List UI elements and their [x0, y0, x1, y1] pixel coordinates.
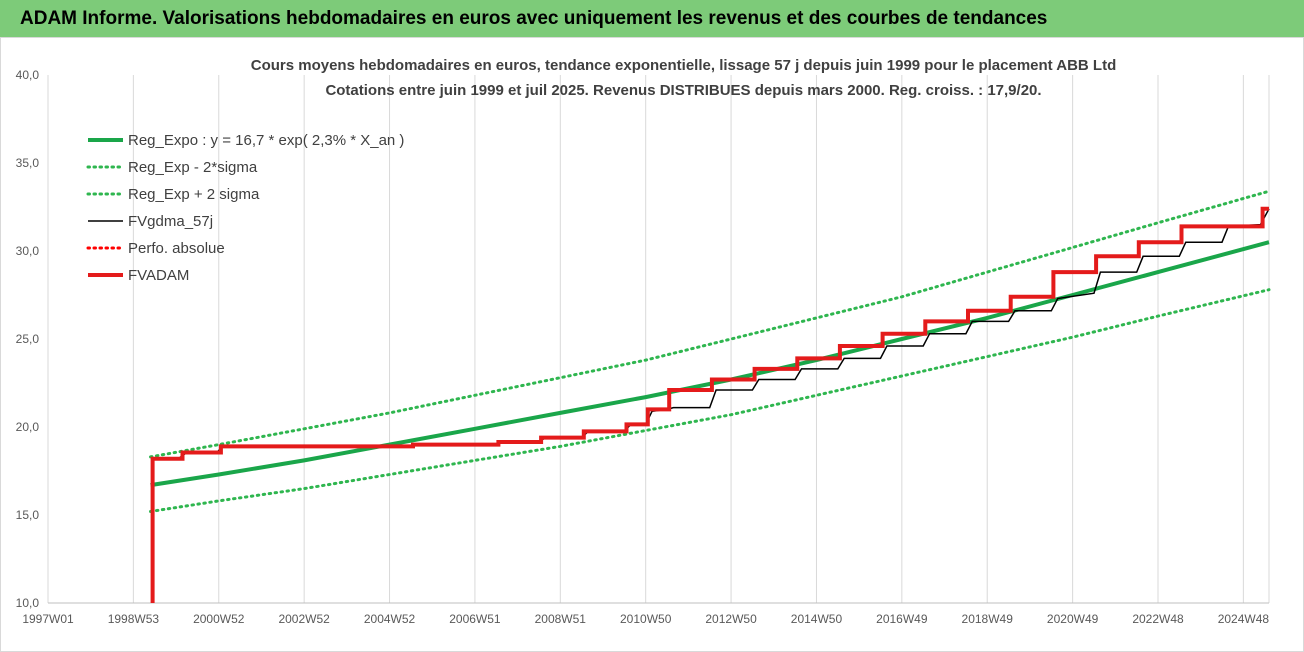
series-line-2	[149, 189, 1271, 459]
x-tick-label: 1997W01	[22, 612, 74, 626]
y-tick-label: 35,0	[16, 156, 40, 170]
legend-label-4: Perfo. absolue	[128, 240, 225, 257]
legend-label-1: Reg_Exp - 2*sigma	[128, 159, 258, 176]
chart-title: Cours moyens hebdomadaires en euros, ten…	[251, 57, 1117, 74]
x-tick-label: 1998W53	[108, 612, 160, 626]
series-line-3	[152, 208, 1270, 460]
x-tick-label: 2018W49	[962, 612, 1014, 626]
report-title: ADAM Informe. Valorisations hebdomadaire…	[20, 8, 1048, 29]
y-tick-label: 20,0	[16, 420, 40, 434]
series-line-1	[149, 288, 1271, 513]
series-layer	[149, 189, 1271, 603]
x-tick-label: 2014W50	[791, 612, 843, 626]
x-tick-label: 2006W51	[449, 612, 501, 626]
y-tick-label: 10,0	[16, 596, 40, 610]
x-tick-label: 2002W52	[278, 612, 330, 626]
x-tick-label: 2008W51	[535, 612, 587, 626]
y-tick-label: 30,0	[16, 244, 40, 258]
axes: 10,0 15,0 20,0 25,0 30,0 35,0 40,0 1997W01 1998W…	[16, 68, 1270, 626]
x-tick-label: 2016W49	[876, 612, 928, 626]
chart-subtitle: Cotations entre juin 1999 et juil 2025. …	[325, 82, 1041, 99]
x-tick-label: 2012W50	[705, 612, 757, 626]
x-tick-label: 2020W49	[1047, 612, 1099, 626]
chart-legend: Reg_Expo : y = 16,7 * exp( 2,3% * X_an )…	[86, 132, 404, 284]
y-tick-label: 40,0	[16, 68, 40, 82]
series-line-0	[150, 240, 1270, 488]
x-tick-label: 2022W48	[1132, 612, 1184, 626]
gridlines	[47, 75, 1270, 603]
x-tick-label: 2004W52	[364, 612, 416, 626]
chart-svg: 10,0 15,0 20,0 25,0 30,0 35,0 40,0 1997W01 1998W…	[16, 57, 1271, 626]
y-tick-label: 15,0	[16, 508, 40, 522]
x-tick-label: 2024W48	[1218, 612, 1270, 626]
legend-label-3: FVgdma_57j	[128, 213, 213, 230]
x-tick-label: 2000W52	[193, 612, 245, 626]
y-tick-label: 25,0	[16, 332, 40, 346]
series-line-5	[150, 206, 1269, 603]
legend-label-0: Reg_Expo : y = 16,7 * exp( 2,3% * X_an )	[128, 132, 404, 149]
legend-label-2: Reg_Exp + 2 sigma	[128, 186, 260, 203]
report-banner: ADAM Informe. Valorisations hebdomadaire…	[0, 0, 1304, 37]
x-tick-label: 2010W50	[620, 612, 672, 626]
chart-frame: 10,0 15,0 20,0 25,0 30,0 35,0 40,0 1997W01 1998W…	[0, 37, 1304, 652]
legend-label-5: FVADAM	[128, 267, 189, 284]
